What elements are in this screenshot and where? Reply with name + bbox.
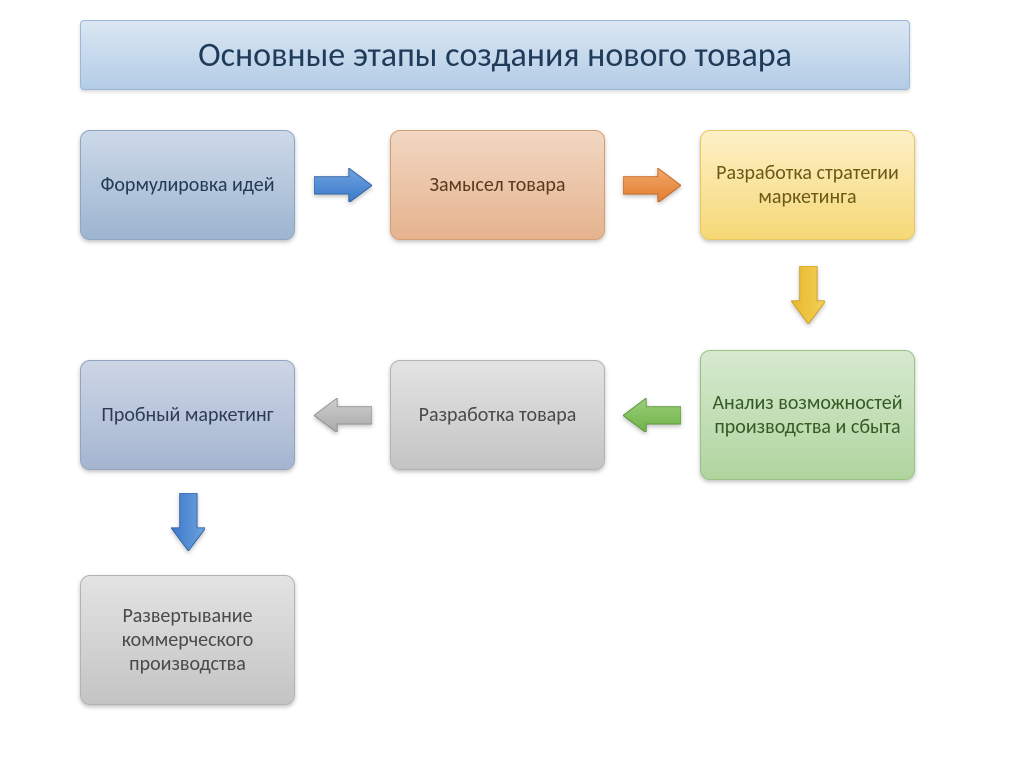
node-label: Разработка товара <box>419 403 577 427</box>
node-idea: Формулировка идей <box>80 130 295 240</box>
node-label: Разработка стратегии маркетинга <box>711 161 904 209</box>
diagram-title: Основные этапы создания нового товара <box>80 20 910 90</box>
arrow-a4 <box>623 398 681 438</box>
arrow-a2 <box>623 168 681 208</box>
node-launch: Развертывание коммерческого производства <box>80 575 295 705</box>
node-label: Пробный маркетинг <box>101 403 273 427</box>
node-label: Анализ возможностей производства и сбыта <box>711 391 904 439</box>
arrow-a3 <box>791 266 826 329</box>
diagram-title-text: Основные этапы создания нового товара <box>198 35 792 76</box>
node-label: Замысел товара <box>429 173 565 197</box>
node-concept: Замысел товара <box>390 130 605 240</box>
arrow-a6 <box>171 493 206 556</box>
node-label: Развертывание коммерческого производства <box>91 604 284 676</box>
arrow-a5 <box>314 398 372 438</box>
node-label: Формулировка идей <box>100 173 274 197</box>
node-analysis: Анализ возможностей производства и сбыта <box>700 350 915 480</box>
node-develop: Разработка товара <box>390 360 605 470</box>
node-strategy: Разработка стратегии маркетинга <box>700 130 915 240</box>
node-trial: Пробный маркетинг <box>80 360 295 470</box>
arrow-a1 <box>314 168 372 208</box>
